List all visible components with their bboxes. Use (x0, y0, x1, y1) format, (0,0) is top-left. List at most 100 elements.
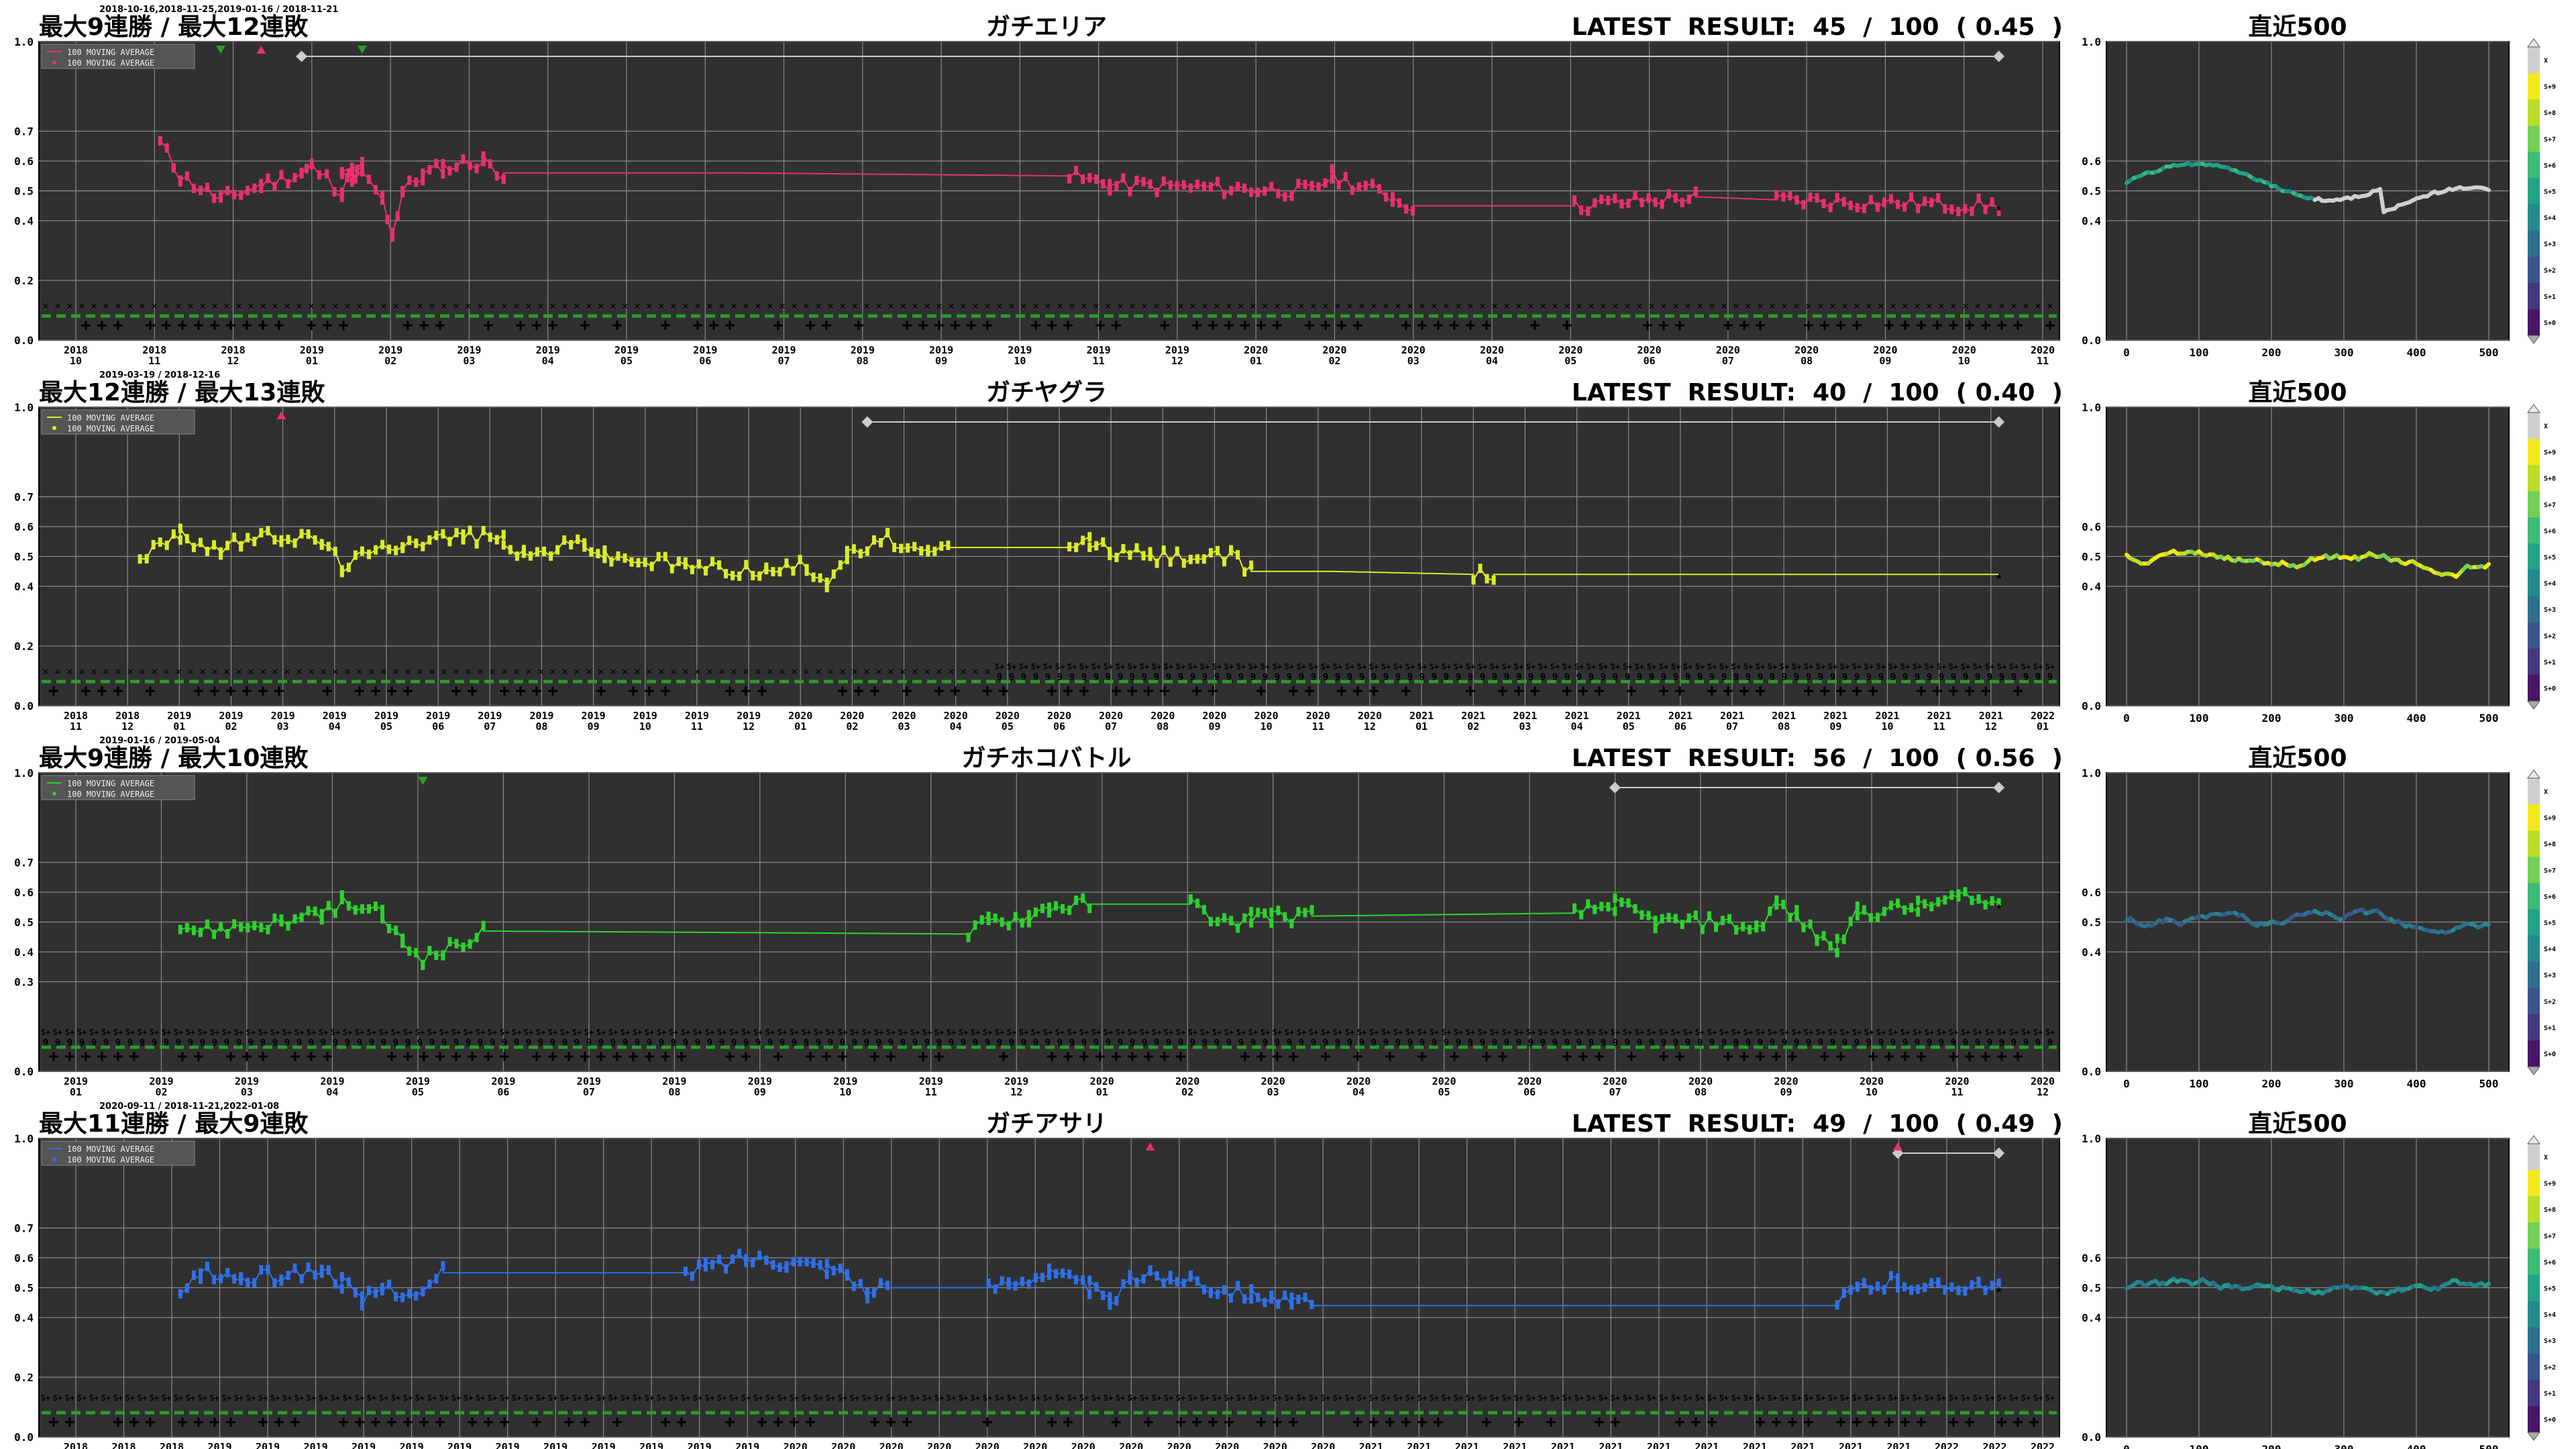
rank-label: S+ (717, 1393, 727, 1403)
plus-marker: + (950, 315, 961, 335)
rank-label: S+ (1417, 1028, 1427, 1037)
rank-label: S+ (174, 1028, 183, 1037)
rank-x-mark: ✕ (1684, 299, 1691, 312)
rank-label: S+ (886, 1393, 896, 1403)
result-mark (212, 1275, 216, 1284)
colorbar-label: S+9 (2544, 815, 2556, 822)
result-mark (865, 547, 869, 556)
result-mark (272, 914, 276, 923)
plus-marker: + (1739, 315, 1750, 335)
result-mark (818, 574, 822, 583)
result-mark (327, 542, 331, 551)
result-mark (239, 1272, 243, 1281)
plus-marker: + (612, 315, 623, 335)
result-mark (468, 526, 472, 535)
plus-marker: + (1594, 1412, 1605, 1432)
recent-x-tick: 300 (2334, 712, 2354, 724)
x-tick-year: 2019 (543, 1441, 568, 1449)
rank-label: S+ (379, 1028, 388, 1037)
result-mark (178, 1289, 182, 1299)
result-mark (609, 557, 613, 567)
rank-x-mark: ✕ (1153, 299, 1160, 312)
rank-x-mark: ✕ (1817, 299, 1824, 312)
plus-marker: + (113, 1412, 123, 1432)
rank-label: S+ (1514, 1393, 1523, 1403)
plus-marker: + (1497, 1046, 1508, 1067)
result-mark (1923, 197, 1927, 206)
plus-marker: + (982, 1412, 993, 1432)
plus-marker: + (1240, 315, 1250, 335)
x-tick-year: 2021 (1647, 1441, 1671, 1449)
result-mark (1249, 907, 1253, 916)
plus-marker: + (821, 1046, 832, 1067)
plus-marker: + (2029, 1412, 2039, 1432)
rank-x-mark: ✕ (1431, 299, 1438, 312)
x-tick-month: 10 (839, 1086, 851, 1098)
rank-x-mark: ✕ (465, 665, 472, 678)
rank-x-mark: ✕ (344, 299, 351, 312)
plus-marker: + (1868, 681, 1878, 701)
x-tick-month: 06 (432, 720, 444, 733)
y-tick-label: 1.0 (14, 401, 34, 414)
rank-label: S+ (971, 1028, 980, 1037)
result-mark (737, 572, 741, 581)
plus-marker: + (1240, 1046, 1250, 1067)
rank-label: S+ (1768, 1028, 1777, 1037)
result-mark (939, 541, 943, 551)
result-mark (1586, 899, 1590, 908)
rank-label: S+ (512, 1393, 521, 1403)
rank-x-mark: ✕ (115, 299, 121, 312)
rank-label: S+ (1816, 1028, 1825, 1037)
colorbar-segment (2528, 125, 2540, 152)
rank-x-mark: ✕ (1527, 299, 1534, 312)
rank-x-mark: ✕ (368, 299, 375, 312)
rank-label: S+ (1526, 662, 1536, 672)
rank-label: S+ (1164, 662, 1173, 672)
result-mark (697, 1260, 701, 1269)
result-mark (340, 568, 344, 577)
plus-marker: + (1674, 681, 1685, 701)
rank-x-mark: ✕ (1407, 299, 1413, 312)
result-mark (232, 533, 236, 542)
result-mark (757, 1250, 761, 1260)
rank-label: S+ (1128, 1393, 1137, 1403)
colorbar-segment (2528, 1040, 2540, 1067)
result-mark (286, 1271, 290, 1280)
plus-marker: + (1771, 1412, 1782, 1432)
rank-x-mark: ✕ (211, 665, 218, 678)
plus-marker: + (853, 315, 864, 335)
x-tick-month: 09 (754, 1086, 766, 1098)
plus-marker: + (580, 1412, 590, 1432)
rank-x-mark: ✕ (1443, 299, 1450, 312)
result-mark (414, 178, 418, 187)
rank-x-mark: ✕ (1334, 299, 1341, 312)
result-mark (1936, 897, 1940, 906)
rank-label: S+ (838, 1028, 847, 1037)
rank-label: S+ (1550, 662, 1560, 672)
rank-x-mark: ✕ (260, 299, 266, 312)
plus-marker: + (258, 315, 268, 335)
rank-x-mark: ✕ (791, 665, 798, 678)
result-mark (764, 565, 768, 574)
rank-label: S+ (1067, 1393, 1077, 1403)
rank-x-mark: ✕ (320, 665, 327, 678)
plus-marker: + (1529, 681, 1540, 701)
rank-label: S+ (1816, 1393, 1825, 1403)
rank-label: S+ (1188, 1393, 1197, 1403)
x-tick-month: 08 (1157, 720, 1169, 733)
rank-x-mark: ✕ (344, 665, 351, 678)
result-mark (1263, 1298, 1267, 1307)
plus-marker: + (338, 1412, 349, 1432)
colorbar-segment (2528, 1144, 2540, 1171)
rank-label: S+ (934, 1028, 944, 1037)
rank-x-mark: ✕ (1926, 299, 1933, 312)
rank-x-mark: ✕ (1866, 299, 1872, 312)
result-mark (1114, 1296, 1118, 1305)
rank-label: S+ (1925, 1393, 1934, 1403)
rank-label: S+ (53, 1393, 62, 1403)
rank-x-mark: ✕ (78, 665, 85, 678)
result-mark (1990, 1281, 1994, 1290)
plus-marker: + (1433, 315, 1444, 335)
x-tick-month: 01 (2037, 720, 2049, 733)
rank-label: S+ (1188, 1028, 1197, 1037)
